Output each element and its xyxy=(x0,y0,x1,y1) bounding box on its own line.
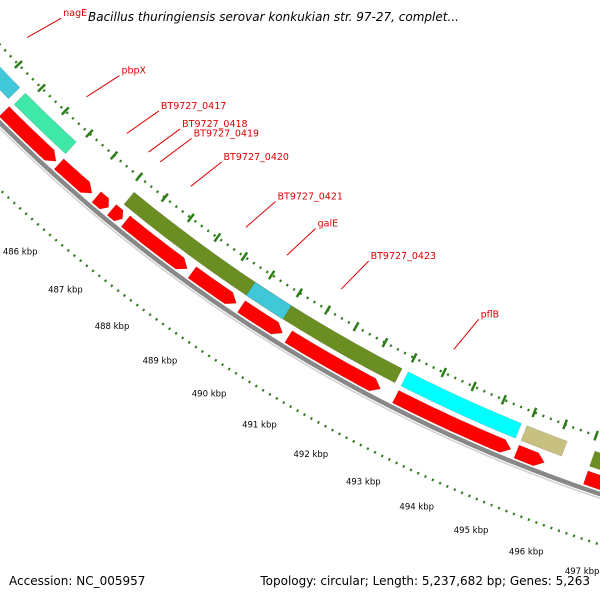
gene-leader-line xyxy=(159,137,192,163)
cds-arrow-5 xyxy=(120,215,188,270)
scale-label: 497 kbp xyxy=(565,567,600,577)
outer-major-tick xyxy=(267,270,276,280)
outer-major-tick xyxy=(381,337,389,348)
scale-label: 490 kbp xyxy=(192,390,227,400)
outer-major-tick xyxy=(352,321,360,332)
scale-tick-track xyxy=(0,187,600,546)
scale-label: 491 kbp xyxy=(242,421,277,431)
outer-major-tick xyxy=(240,251,249,262)
outer-major-tick xyxy=(186,213,195,223)
outer-major-tick xyxy=(60,106,70,116)
outer-major-tick xyxy=(85,128,94,139)
cds-arrow-8 xyxy=(284,330,381,392)
feature-nagE xyxy=(0,66,21,100)
scale-label: 487 kbp xyxy=(48,286,83,296)
outer-major-tick xyxy=(13,60,23,69)
gene-leader-line xyxy=(453,319,480,350)
gene-label: BT9727_0423 xyxy=(371,251,436,262)
outer-tick-track xyxy=(0,43,600,439)
outer-major-tick xyxy=(160,192,169,203)
outer-major-tick xyxy=(37,83,46,93)
outer-major-tick xyxy=(213,232,222,243)
feature-pflB xyxy=(400,371,522,439)
scale-label: 496 kbp xyxy=(509,547,544,557)
genome-summary: Topology: circular; Length: 5,237,682 bp… xyxy=(260,574,590,588)
gene-leader-line xyxy=(286,228,316,256)
accession-label: Accession: NC_005957 xyxy=(9,574,146,588)
cds-arrow-10 xyxy=(513,444,545,467)
outer-major-tick xyxy=(562,419,569,430)
outer-major-tick xyxy=(295,287,304,298)
outer-major-tick xyxy=(410,352,418,363)
gene-leader-line xyxy=(190,161,222,187)
gene-leader-line xyxy=(86,75,120,98)
feature-olive-right xyxy=(589,450,600,471)
outer-major-tick xyxy=(500,394,507,405)
cds-arrow-3 xyxy=(91,191,110,210)
scale-label: 489 kbp xyxy=(143,357,178,367)
gene-label: pbpX xyxy=(121,66,146,77)
scale-label: 492 kbp xyxy=(294,450,329,460)
gene-label: BT9727_0420 xyxy=(224,152,289,163)
outer-major-tick xyxy=(109,150,119,161)
gene-label: galE xyxy=(318,218,339,229)
feature-khaki xyxy=(520,425,568,457)
backbone-inner-line xyxy=(0,127,600,500)
outer-major-tick xyxy=(323,305,332,315)
outer-major-tick xyxy=(593,430,599,441)
gene-label: BT9727_0421 xyxy=(278,192,343,203)
cds-arrow-9 xyxy=(391,389,512,453)
cds-arrow-7 xyxy=(237,300,283,335)
cds-arrow-1 xyxy=(0,106,57,162)
scale-label: 488 kbp xyxy=(95,322,130,332)
scale-label: 493 kbp xyxy=(346,477,381,487)
feature-pbpX xyxy=(13,92,77,155)
gene-leader-line xyxy=(26,17,62,38)
gene-label: BT9727_0418 xyxy=(182,119,247,130)
cds-arrow-2 xyxy=(53,158,93,194)
gene-leader-line xyxy=(340,260,369,290)
cds-arrow-11 xyxy=(583,470,600,491)
outer-major-tick xyxy=(135,172,144,182)
gene-leader-line xyxy=(126,110,160,134)
cds-arrow-4 xyxy=(106,204,124,222)
gene-leader-line xyxy=(245,201,276,228)
outer-major-tick xyxy=(470,381,477,392)
map-title: Bacillus thuringiensis serovar konkukian… xyxy=(88,10,459,24)
gene-label: BT9727_0417 xyxy=(161,101,226,112)
backbone-outer-line xyxy=(0,119,600,497)
scale-label: 486 kbp xyxy=(3,247,38,257)
outer-major-tick xyxy=(440,367,448,378)
cds-arrow-6 xyxy=(187,266,237,305)
feature-galE xyxy=(245,281,292,320)
scale-label: 494 kbp xyxy=(399,503,434,513)
gene-label: BT9727_0419 xyxy=(194,128,259,139)
gene-label: pflB xyxy=(481,309,500,320)
outer-major-tick xyxy=(531,407,538,418)
gene-leader-line xyxy=(148,128,181,153)
gene-label: nagE xyxy=(63,8,87,19)
scale-label: 495 kbp xyxy=(454,526,489,536)
